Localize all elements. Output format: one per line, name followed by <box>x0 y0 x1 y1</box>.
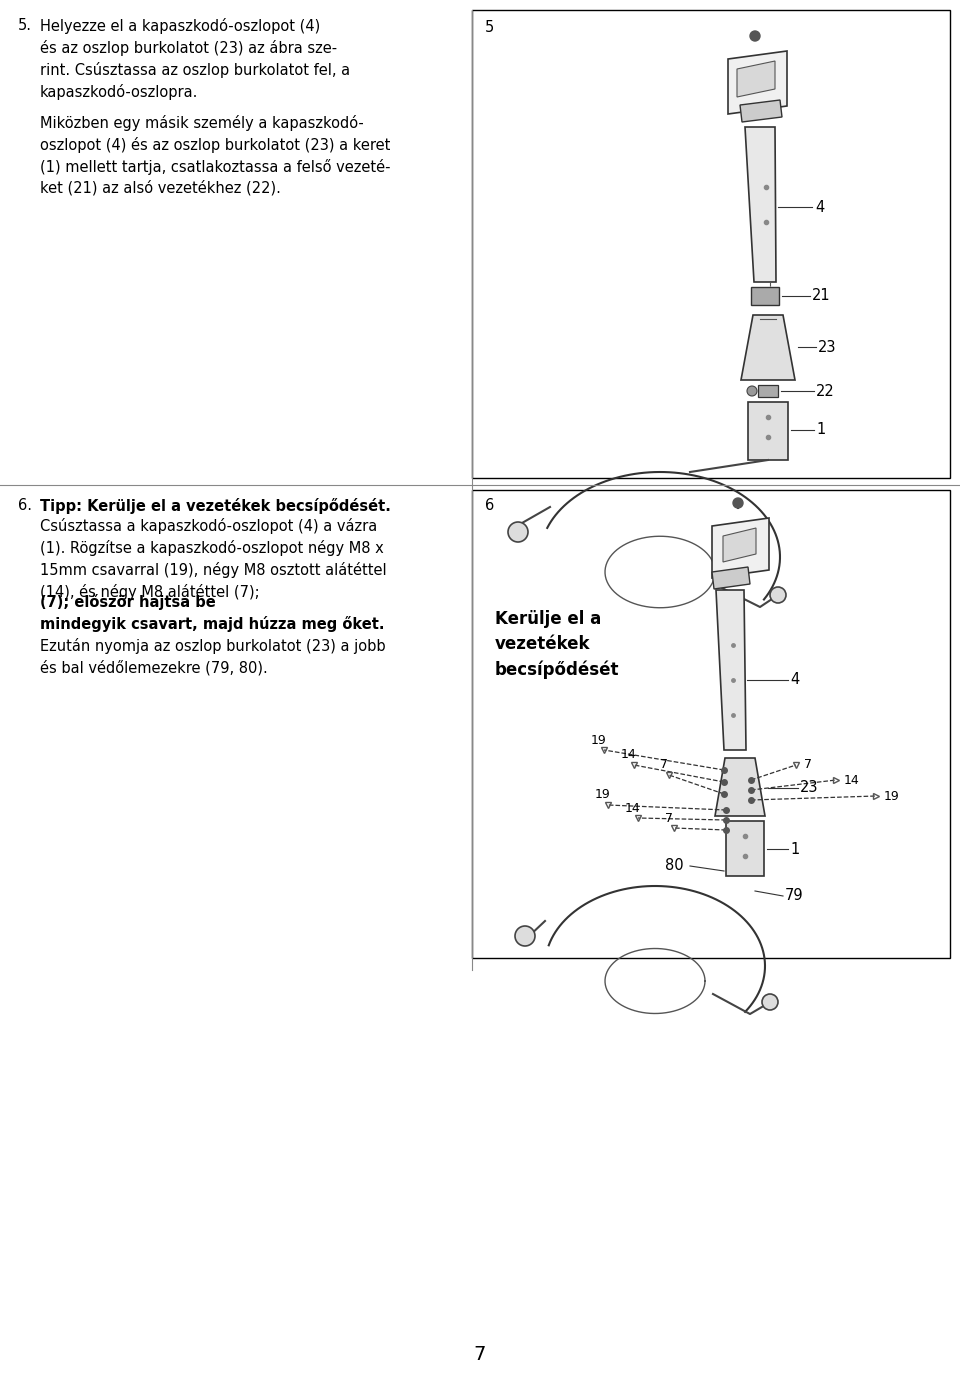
Text: Kerülje el a
vezetékek
becsípődését: Kerülje el a vezetékek becsípődését <box>495 609 619 679</box>
Polygon shape <box>712 518 769 578</box>
Text: 5.: 5. <box>18 18 32 33</box>
Text: 6: 6 <box>485 499 494 512</box>
Text: 23: 23 <box>800 781 819 795</box>
Text: 14: 14 <box>844 773 860 787</box>
Text: 14: 14 <box>625 802 641 814</box>
Polygon shape <box>723 528 756 562</box>
Polygon shape <box>728 51 787 114</box>
Text: 23: 23 <box>818 339 836 355</box>
Text: 1: 1 <box>816 422 826 438</box>
Polygon shape <box>748 402 788 460</box>
Circle shape <box>747 386 757 396</box>
Circle shape <box>750 30 760 42</box>
Text: 19: 19 <box>595 788 611 802</box>
Text: 7: 7 <box>660 759 668 771</box>
Text: Ezután nyomja az oszlop burkolatot (23) a jobb
és bal védőlemezekre (79, 80).: Ezután nyomja az oszlop burkolatot (23) … <box>40 638 386 674</box>
Polygon shape <box>716 590 746 751</box>
Text: Tipp: Kerülje el a vezetékek becsípődését.: Tipp: Kerülje el a vezetékek becsípődésé… <box>40 499 391 514</box>
Polygon shape <box>745 127 776 283</box>
Text: 7: 7 <box>665 812 673 824</box>
Text: 14: 14 <box>621 748 636 762</box>
Text: 19: 19 <box>884 789 900 802</box>
Polygon shape <box>751 287 779 305</box>
Polygon shape <box>712 566 750 589</box>
Bar <box>472 10 950 478</box>
Text: Csúsztassa a kapaszkodó-oszlopot (4) a vázra
(1). Rögzítse a kapaszkodó-oszlopot: Csúsztassa a kapaszkodó-oszlopot (4) a v… <box>40 518 387 600</box>
Text: Helyezze el a kapaszkodó-oszlopot (4)
és az oszlop burkolatot (23) az ábra sze-
: Helyezze el a kapaszkodó-oszlopot (4) és… <box>40 18 350 100</box>
Bar <box>472 490 950 958</box>
Text: 7: 7 <box>474 1345 486 1364</box>
Text: 5: 5 <box>485 19 494 35</box>
Polygon shape <box>740 100 782 122</box>
Circle shape <box>508 522 528 542</box>
Text: 80: 80 <box>665 859 684 874</box>
Text: 4: 4 <box>815 199 825 215</box>
Circle shape <box>770 587 786 602</box>
Text: Miközben egy másik személy a kapaszkodó-
oszlopot (4) és az oszlop burkolatot (2: Miközben egy másik személy a kapaszkodó-… <box>40 115 391 195</box>
Circle shape <box>762 994 778 1010</box>
Polygon shape <box>741 314 795 379</box>
Text: 7: 7 <box>804 759 812 771</box>
Text: 19: 19 <box>591 734 607 747</box>
Text: 21: 21 <box>812 288 830 303</box>
Text: 1: 1 <box>790 842 800 856</box>
Polygon shape <box>715 758 765 816</box>
Polygon shape <box>726 821 764 875</box>
Polygon shape <box>758 385 778 397</box>
Text: 79: 79 <box>785 889 804 903</box>
Text: 22: 22 <box>816 384 835 399</box>
Circle shape <box>733 499 743 508</box>
Text: (7); először hajtsa be
mindegyik csavart, majd húzza meg őket.: (7); először hajtsa be mindegyik csavart… <box>40 594 385 632</box>
Polygon shape <box>737 61 775 97</box>
Text: 4: 4 <box>790 673 800 687</box>
Text: 6.: 6. <box>18 499 32 512</box>
Circle shape <box>515 927 535 946</box>
